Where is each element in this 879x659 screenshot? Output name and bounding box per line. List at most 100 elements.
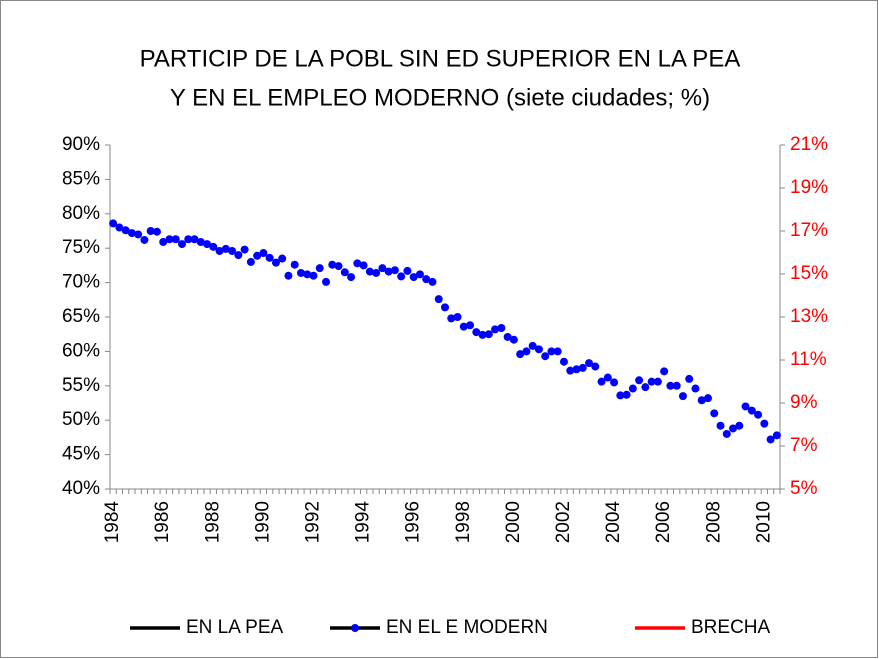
series-marker <box>303 270 312 279</box>
series-marker <box>766 435 775 444</box>
y-tick-label: 40% <box>62 478 100 499</box>
series-marker <box>347 273 356 282</box>
series-marker <box>390 266 399 275</box>
series-marker <box>491 325 500 334</box>
series-marker <box>729 424 738 433</box>
series-marker <box>215 246 224 255</box>
series-marker <box>441 303 449 312</box>
chart-title: PARTICIP DE LA POBL SIN ED SUPERIOR EN L… <box>140 45 741 72</box>
x-tick-label: 1986 <box>152 501 173 543</box>
series-marker <box>340 268 349 277</box>
legend-label: EN LA PEA <box>186 617 283 638</box>
series-marker <box>559 357 568 366</box>
series-marker <box>322 277 331 286</box>
series-marker <box>528 341 537 350</box>
series-marker <box>466 321 475 330</box>
series-marker <box>353 259 362 268</box>
series-marker <box>660 367 669 376</box>
series-marker <box>403 266 412 275</box>
series-marker <box>190 235 199 244</box>
series-marker <box>284 271 293 280</box>
series-marker <box>553 347 562 356</box>
series-marker <box>422 275 431 284</box>
series-marker <box>109 219 118 228</box>
y-tick-label: 75% <box>62 237 100 258</box>
series-marker <box>378 264 387 273</box>
series-marker <box>171 235 180 244</box>
series-marker <box>259 249 268 258</box>
series-marker <box>509 335 518 344</box>
series-marker <box>578 363 587 372</box>
series-marker <box>760 419 769 428</box>
series-marker <box>741 402 750 411</box>
series-marker <box>165 235 174 244</box>
series-marker <box>610 378 619 387</box>
series-marker <box>697 396 706 405</box>
series-marker <box>196 238 205 247</box>
series-marker <box>572 365 581 374</box>
x-tick-label: 1984 <box>102 501 123 544</box>
y-tick-label: 85% <box>62 168 100 189</box>
series-marker <box>459 322 468 331</box>
series-marker <box>616 391 625 400</box>
series-marker <box>372 268 381 277</box>
y2-tick-label: 15% <box>790 263 828 284</box>
series-marker <box>434 295 443 304</box>
x-tick-label: 2000 <box>503 501 524 543</box>
series-marker <box>678 392 687 401</box>
series-marker <box>127 229 136 238</box>
series-marker <box>253 251 262 260</box>
series-marker <box>334 262 343 271</box>
x-tick-label: 1992 <box>303 501 324 543</box>
series-marker <box>603 373 612 382</box>
series-marker <box>453 313 462 321</box>
y-tick-label: 90% <box>62 134 100 155</box>
series-marker <box>547 347 556 356</box>
series-marker <box>647 377 656 386</box>
series-marker <box>566 366 575 375</box>
series-marker <box>409 273 418 282</box>
series-marker <box>516 350 525 359</box>
y2-tick-label: 21% <box>790 134 828 155</box>
series-marker <box>121 226 130 235</box>
series-marker <box>184 235 193 244</box>
y-tick-label: 45% <box>62 444 100 465</box>
series-marker <box>240 245 249 254</box>
series-marker <box>628 384 637 393</box>
series-marker <box>246 257 255 266</box>
x-tick-label: 2010 <box>753 501 774 543</box>
x-tick-label: 2004 <box>603 501 624 544</box>
x-tick-label: 1996 <box>403 501 424 543</box>
series-marker <box>772 431 781 440</box>
series-marker <box>703 394 712 403</box>
series-marker <box>622 390 631 399</box>
series-marker <box>484 330 493 339</box>
series-marker <box>716 421 725 430</box>
series-marker <box>428 277 437 286</box>
chart-title: Y EN EL EMPLEO MODERNO (siete ciudades; … <box>170 84 710 111</box>
series-marker <box>203 240 212 249</box>
y2-tick-label: 7% <box>790 435 818 456</box>
legend-label: BRECHA <box>691 617 771 638</box>
series-marker <box>140 235 149 244</box>
series-marker <box>722 429 731 438</box>
series-marker <box>747 406 756 415</box>
y-tick-label: 65% <box>62 306 100 327</box>
series-marker <box>503 332 512 341</box>
series-marker <box>359 261 368 270</box>
y2-tick-label: 9% <box>790 392 818 413</box>
series-marker <box>672 381 681 390</box>
series-marker <box>478 330 487 339</box>
series-marker <box>641 383 650 392</box>
series-marker <box>585 359 594 368</box>
series-marker <box>309 271 318 280</box>
series-marker <box>447 314 456 323</box>
x-tick-label: 2008 <box>703 501 724 543</box>
series-marker <box>115 223 124 232</box>
series-marker <box>754 410 763 419</box>
y2-tick-label: 11% <box>790 349 827 370</box>
series-marker <box>666 381 675 390</box>
x-tick-label: 2006 <box>653 501 674 543</box>
y2-tick-label: 5% <box>790 478 818 499</box>
